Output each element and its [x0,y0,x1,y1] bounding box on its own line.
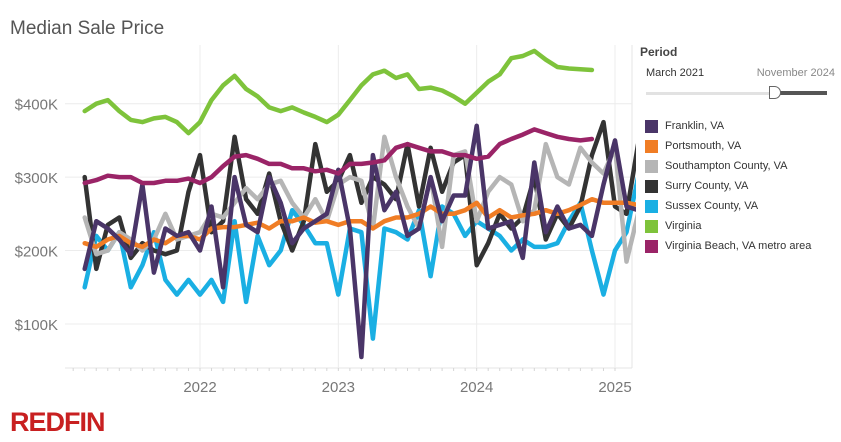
legend-swatch [645,219,658,233]
y-tick-label: $300K [15,170,58,187]
y-tick-label: $100K [15,317,58,334]
period-title: Period [640,45,678,59]
y-tick-label: $400K [15,97,58,114]
grid-lines [65,45,633,371]
legend-item[interactable]: Virginia [645,216,811,236]
chart-title: Median Sale Price [10,18,165,39]
legend-label: Virginia Beach, VA metro area [665,240,812,252]
legend-swatch [645,139,658,153]
period-filter: Period March 2021 November 2024 [640,45,835,101]
legend-label: Franklin, VA [665,120,725,132]
legend-swatch [645,159,658,173]
series-line-southampton-county-va[interactable] [82,134,636,264]
series-line-franklin-va[interactable] [82,123,636,360]
slider-handle[interactable] [769,86,781,99]
series-line-virginia-beach-va-metro-area[interactable] [82,127,595,186]
legend-label: Portsmouth, VA [665,140,742,152]
legend-label: Sussex County, VA [665,200,759,212]
legend-label: Surry County, VA [665,180,749,192]
series-line-sussex-county-va[interactable] [82,176,636,341]
legend: Franklin, VA Portsmouth, VA Southampton Co… [645,116,811,256]
legend-item[interactable]: Surry County, VA [645,176,811,196]
y-tick-label: $200K [15,244,58,261]
legend-swatch [645,199,658,213]
legend-swatch [645,179,658,193]
legend-label: Virginia [665,220,702,232]
slider-selected-range [776,91,827,95]
legend-swatch [645,239,658,253]
x-tick-label: 2022 [183,379,216,396]
period-start-label: March 2021 [646,67,705,79]
legend-item[interactable]: Sussex County, VA [645,196,811,216]
line-chart: $100K $200K $300K $400K 2022 2023 2024 2025 [15,45,636,396]
legend-item[interactable]: Virginia Beach, VA metro area [645,236,811,256]
legend-item[interactable]: Portsmouth, VA [645,136,811,156]
period-end-label: November 2024 [756,67,835,79]
redfin-logo: REDFIN [10,407,105,437]
series-line-surry-county-va[interactable] [82,119,636,272]
x-tick-label: 2025 [598,379,631,396]
x-tick-label: 2023 [322,379,355,396]
period-slider[interactable] [640,85,835,101]
legend-item[interactable]: Southampton County, VA [645,156,811,176]
x-tick-label: 2024 [460,379,493,396]
series-line-virginia[interactable] [82,48,595,136]
legend-label: Southampton County, VA [665,160,788,172]
axis-labels: $100K $200K $300K $400K 2022 2023 2024 2025 [15,97,632,396]
slider-track[interactable] [646,92,827,95]
series-lines [82,48,636,360]
legend-item[interactable]: Franklin, VA [645,116,811,136]
legend-swatch [645,119,658,133]
